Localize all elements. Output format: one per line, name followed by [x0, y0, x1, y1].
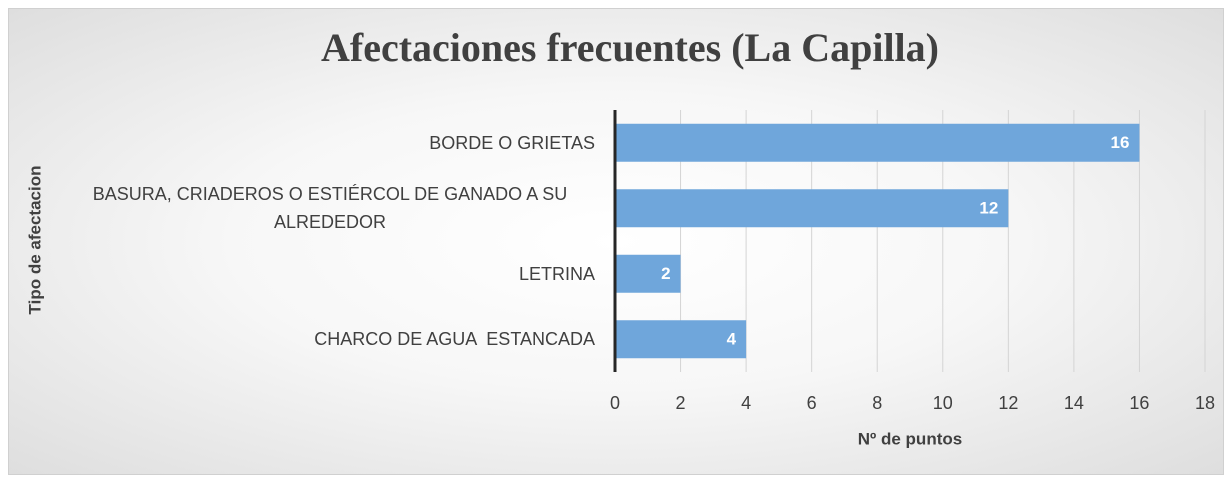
x-tick-label: 16 [1129, 393, 1149, 413]
y-tick-text: CHARCO DE AGUA ESTANCADA [314, 329, 595, 350]
x-tick-label: 10 [933, 393, 953, 413]
y-tick-label: LETRINA [55, 260, 595, 288]
y-tick-text: BORDE O GRIETAS [429, 132, 595, 153]
bar [615, 254, 681, 293]
x-axis-label: Nº de puntos [858, 429, 962, 448]
x-tick-label: 18 [1195, 393, 1215, 413]
x-tick-label: 8 [872, 393, 882, 413]
x-tick-label: 12 [998, 393, 1018, 413]
data-label: 12 [979, 199, 998, 218]
chart-title: Afectaciones frecuentes (La Capilla) [321, 25, 939, 70]
y-axis-label: Tipo de afectacion [25, 166, 44, 315]
x-tick-label: 14 [1064, 393, 1084, 413]
x-tick-label: 4 [741, 393, 751, 413]
x-tick-label: 2 [676, 393, 686, 413]
bar [615, 320, 747, 359]
y-tick-text: LETRINA [518, 263, 595, 284]
y-tick-label: BASURA, CRIADEROS O ESTIÉRCOL DE GANADO … [55, 180, 595, 236]
y-tick-label: CHARCO DE AGUA ESTANCADA [55, 325, 595, 353]
data-label: 16 [1111, 133, 1130, 152]
x-tick-label: 6 [807, 393, 817, 413]
y-tick-label: BORDE O GRIETAS [55, 129, 595, 157]
x-tick-label: 0 [610, 393, 620, 413]
data-label: 4 [727, 330, 737, 349]
data-label: 2 [661, 264, 670, 283]
y-tick-text: BASURA, CRIADEROS O ESTIÉRCOL DE GANADO … [92, 184, 572, 233]
bar [615, 189, 1009, 228]
bar [615, 123, 1140, 162]
